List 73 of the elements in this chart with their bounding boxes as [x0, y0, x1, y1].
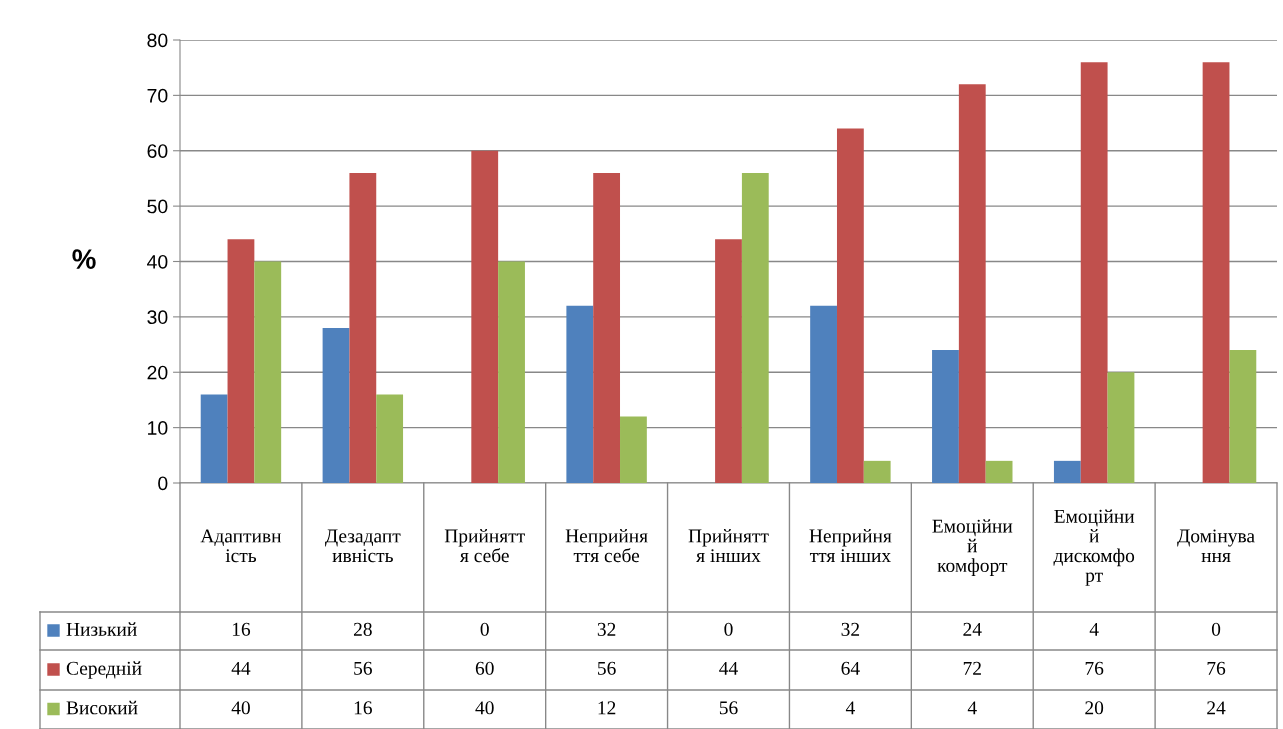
y-tick-label: 10	[148, 421, 168, 435]
bar	[1107, 372, 1135, 483]
bar	[1202, 62, 1230, 483]
data-label: 40	[231, 701, 250, 715]
legend-label: Високий	[66, 700, 138, 715]
data-label: 16	[354, 701, 372, 715]
legend-label: Середній	[66, 661, 142, 679]
bar	[863, 460, 891, 483]
x-tick-label: Прийнятт я себе	[444, 529, 525, 563]
y-tick-label: 0	[158, 476, 168, 491]
data-label: 4	[1089, 622, 1099, 636]
y-tick-label: 20	[147, 365, 168, 380]
data-label: 44	[231, 661, 251, 675]
x-tick-label: Адаптивн ість	[200, 529, 282, 563]
bar	[376, 394, 404, 483]
data-label: 0	[724, 622, 733, 636]
bar	[200, 394, 228, 483]
data-label: 4	[967, 701, 977, 715]
data-label: 56	[719, 701, 738, 715]
bar	[566, 305, 594, 483]
x-tick-label: Дезадапт ивність	[325, 529, 401, 563]
bar	[741, 172, 769, 483]
x-tick-label: Домінува ння	[1177, 529, 1255, 562]
bar	[227, 239, 255, 483]
bar	[836, 128, 864, 483]
data-label: 40	[475, 701, 494, 715]
y-tick-label: 30	[147, 310, 168, 325]
data-label: 56	[598, 661, 616, 675]
data-label: 76	[1085, 661, 1104, 675]
data-label: 4	[845, 701, 855, 715]
bar	[322, 327, 350, 483]
x-tick-label: Неприйня ття інших	[809, 529, 892, 562]
y-tick-label: 80	[147, 33, 168, 48]
bar	[985, 460, 1013, 483]
data-label: 24	[963, 622, 982, 636]
x-tick-label: Емоційни й комфорт	[932, 519, 1013, 576]
y-tick-label: 70	[147, 88, 168, 103]
x-tick-label: Прийнятт я інших	[688, 529, 769, 562]
x-tick-label: Емоційни й дискомфо рт	[1053, 509, 1135, 586]
bar	[254, 261, 282, 483]
bar	[715, 239, 742, 483]
y-tick-label: 40	[147, 254, 168, 269]
x-tick-label: Неприйня ття себе	[565, 529, 648, 563]
data-label: 44	[719, 661, 738, 675]
bar	[349, 172, 377, 483]
data-label: 28	[353, 622, 372, 636]
bar	[1080, 62, 1108, 483]
bar	[498, 261, 525, 483]
data-label: 24	[1207, 701, 1226, 715]
bar	[593, 172, 621, 483]
data-label: 16	[232, 622, 251, 636]
bar	[1229, 350, 1257, 483]
y-tick-label: 60	[147, 144, 168, 158]
bar	[810, 305, 837, 483]
data-label: 32	[841, 622, 860, 636]
legend-label: Низький	[66, 622, 137, 636]
y-tick-label: 50	[147, 199, 168, 214]
data-label: 56	[354, 661, 372, 675]
bar	[620, 416, 647, 483]
data-label: 76	[1207, 661, 1226, 675]
bar	[932, 350, 959, 483]
data-label: 0	[1211, 622, 1221, 636]
data-label: 0	[480, 622, 489, 636]
data-label: 64	[841, 661, 860, 675]
data-label: 60	[475, 661, 494, 675]
y-axis-title: %	[72, 249, 96, 269]
data-label: 72	[963, 661, 981, 675]
data-label: 12	[598, 701, 616, 715]
bar	[1053, 460, 1081, 483]
data-label: 20	[1085, 701, 1104, 715]
data-label: 32	[597, 622, 616, 636]
bar	[471, 150, 499, 483]
bar	[958, 84, 986, 483]
